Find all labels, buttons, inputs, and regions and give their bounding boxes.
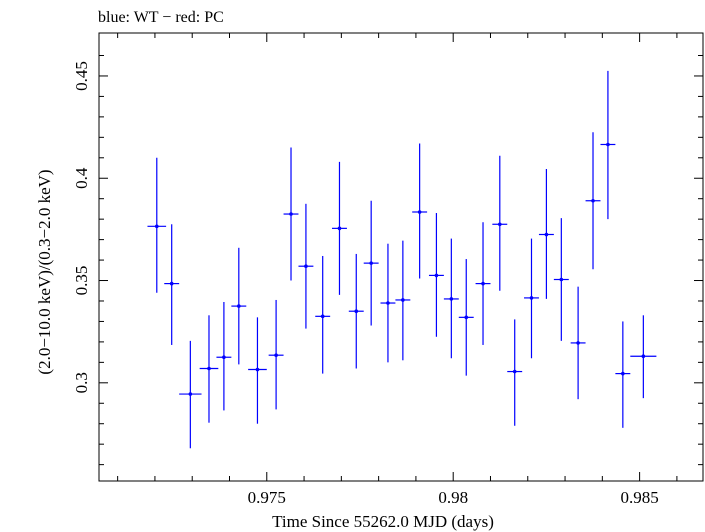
point-marker: [304, 264, 308, 269]
data-point: [164, 224, 180, 345]
data-point: [585, 132, 601, 270]
data-point: [216, 302, 232, 411]
point-marker: [237, 304, 241, 308]
point-marker: [559, 277, 564, 282]
data-point: [231, 247, 247, 365]
data-point: [199, 315, 219, 423]
data-point: [332, 161, 347, 295]
chart-title: blue: WT − red: PC: [98, 9, 224, 26]
y-tick-label: 0.35: [72, 266, 91, 296]
data-point: [553, 218, 569, 341]
data-point: [630, 315, 657, 399]
point-marker: [449, 297, 454, 301]
y-tick-label: 0.45: [72, 61, 91, 91]
point-marker: [621, 371, 625, 376]
point-marker: [354, 309, 359, 314]
point-marker: [434, 273, 439, 278]
data-point: [268, 299, 284, 410]
data-point: [443, 238, 459, 359]
point-marker: [641, 354, 646, 359]
point-marker: [481, 281, 485, 286]
data-point: [538, 169, 554, 299]
point-marker: [386, 301, 390, 305]
y-axis: 0.3 0.35 0.4 0.45: [72, 55, 703, 466]
data-point: [248, 317, 267, 424]
point-marker: [188, 392, 193, 396]
point-marker: [606, 142, 610, 147]
data-point: [428, 213, 444, 337]
data-point: [179, 340, 202, 449]
point-marker: [337, 226, 342, 231]
x-axis-label: Time Since 55262.0 MJD (days): [272, 512, 494, 531]
y-axis-label: (2.0−10.0 keV)/(0.3−2.0 keV): [35, 169, 54, 374]
point-marker: [576, 341, 580, 345]
data-point: [570, 286, 586, 400]
data-point: [298, 203, 314, 329]
point-marker: [529, 296, 534, 300]
x-axis: 0.975 0.98 0.985: [117, 33, 678, 507]
data-point: [380, 243, 396, 363]
point-marker: [591, 198, 595, 203]
x-tick-label: 0.98: [438, 488, 468, 507]
data-point: [524, 238, 539, 359]
data-point: [395, 240, 411, 361]
data-point: [315, 255, 331, 374]
point-marker: [169, 281, 174, 286]
plot-frame: [98, 32, 704, 482]
point-marker: [464, 315, 469, 320]
data-point: [363, 200, 379, 326]
point-marker: [544, 232, 549, 237]
x-tick-label: 0.975: [248, 488, 286, 507]
point-marker: [369, 261, 373, 265]
data-point: [475, 222, 491, 345]
data-point: [283, 147, 299, 281]
point-marker: [401, 298, 405, 302]
data-point: [348, 253, 364, 369]
point-marker: [255, 367, 260, 372]
point-marker: [154, 224, 159, 229]
point-marker: [417, 210, 422, 214]
point-marker: [512, 369, 517, 374]
point-marker: [320, 314, 325, 319]
data-series: [147, 70, 657, 449]
point-marker: [498, 222, 502, 227]
data-point: [412, 143, 428, 279]
data-point: [600, 70, 616, 220]
data-point: [507, 319, 523, 426]
point-marker: [289, 212, 293, 216]
x-tick-label: 0.985: [620, 488, 658, 507]
data-point: [492, 155, 508, 291]
point-marker: [274, 353, 278, 357]
y-tick-label: 0.3: [72, 372, 91, 393]
data-point: [458, 259, 474, 376]
point-marker: [222, 355, 226, 360]
data-point: [615, 321, 631, 428]
data-point: [147, 157, 167, 293]
y-tick-label: 0.4: [72, 167, 91, 189]
point-marker: [207, 366, 211, 371]
